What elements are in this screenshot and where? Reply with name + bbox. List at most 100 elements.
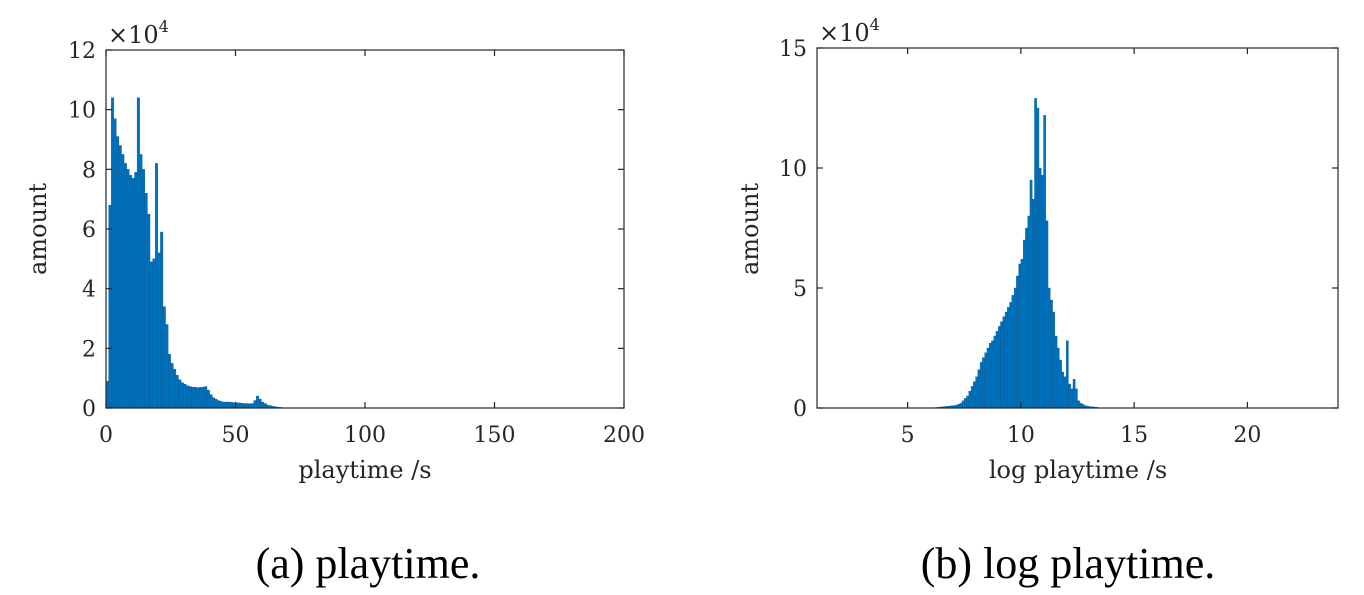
bar: [173, 369, 177, 409]
bars-playtime: [105, 97, 291, 409]
bar: [180, 382, 184, 409]
x-axis-label-log-playtime: log playtime /s: [989, 456, 1167, 484]
bar: [212, 397, 215, 409]
bar: [1052, 311, 1055, 409]
bar: [1029, 179, 1033, 409]
bar: [966, 395, 969, 409]
bar: [204, 386, 208, 409]
bar: [995, 331, 999, 409]
bar: [152, 258, 156, 409]
bar: [991, 340, 994, 409]
bar: [188, 386, 192, 409]
bar: [157, 252, 161, 409]
bar: [1004, 311, 1008, 409]
bar: [243, 403, 247, 409]
bar: [970, 386, 974, 409]
bar: [129, 175, 133, 409]
bar: [113, 118, 117, 409]
bar: [149, 261, 153, 409]
bar: [1002, 316, 1006, 409]
bar: [977, 369, 981, 409]
bar: [1043, 115, 1046, 409]
bar: [224, 401, 228, 409]
bar: [1072, 379, 1076, 409]
histogram-log-playtime: 5 10 15 20 0 5 10 15 ×104 log playtime /s amoun…: [736, 15, 1339, 588]
x-tick-label: 0: [99, 423, 113, 448]
bar: [263, 403, 267, 409]
x-tick-label: 100: [344, 423, 386, 448]
bar: [975, 376, 978, 409]
bar: [1054, 335, 1058, 409]
bar: [121, 154, 125, 409]
bar: [253, 400, 257, 409]
bar: [1061, 371, 1065, 409]
bar: [1041, 175, 1044, 409]
y-tick-label: 2: [82, 337, 96, 362]
y-tick-label: 10: [779, 157, 807, 182]
y-tick-label: 15: [779, 37, 807, 62]
bar: [979, 362, 983, 409]
bar: [1032, 199, 1035, 409]
bar: [1070, 388, 1074, 409]
bar: [256, 395, 259, 409]
x-tick-label: 20: [1233, 423, 1261, 448]
bar: [1066, 340, 1069, 409]
bar: [131, 178, 135, 409]
bar: [1036, 107, 1040, 409]
bar: [1077, 400, 1080, 409]
bar: [168, 354, 171, 409]
bar: [989, 343, 992, 409]
y-multiplier-playtime: ×104: [108, 17, 169, 49]
bar: [959, 403, 963, 409]
bar: [1009, 302, 1012, 409]
bar: [191, 386, 195, 409]
y-tick-label: 0: [82, 397, 96, 422]
y-tick-label: 4: [82, 278, 96, 303]
x-tick-label: 15: [1120, 423, 1148, 448]
bar: [973, 381, 976, 409]
caption-playtime: (a) playtime.: [256, 539, 481, 588]
bar: [178, 379, 182, 409]
bar: [1022, 239, 1026, 409]
bar: [1068, 383, 1071, 409]
bar: [1045, 220, 1049, 409]
bar: [139, 154, 143, 409]
bar: [108, 204, 112, 409]
axes-frame-log-playtime: [816, 47, 1339, 409]
bar: [1056, 347, 1060, 409]
y-multiplier-log-playtime: ×104: [819, 15, 880, 47]
bar: [1018, 263, 1022, 409]
bar: [186, 385, 190, 409]
bar: [1050, 299, 1053, 409]
bar: [175, 375, 179, 409]
bar: [1034, 98, 1037, 409]
axes-frame-playtime: [105, 49, 625, 409]
bar: [118, 145, 122, 409]
bar: [144, 193, 148, 409]
bar: [155, 163, 158, 409]
bar: [1020, 259, 1024, 409]
bar: [1075, 388, 1078, 409]
bar: [199, 387, 202, 409]
bar: [1016, 275, 1019, 409]
bar: [134, 172, 138, 409]
histogram-playtime: 0 50 100 150 200 0 2 4 6 8 10 12 ×104 playtime /s a…: [24, 17, 645, 588]
caption-log-playtime: (b) log playtime.: [921, 539, 1216, 588]
bar: [261, 401, 265, 409]
bar: [214, 398, 218, 409]
bar: [123, 163, 127, 409]
ticks-log-playtime: 5 10 15 20 0 5 10 15: [779, 37, 1338, 448]
x-axis-label-playtime: playtime /s: [298, 456, 431, 484]
bar: [982, 357, 985, 409]
bar: [1079, 403, 1083, 409]
y-tick-label: 10: [68, 99, 96, 124]
x-tick-label: 5: [901, 423, 915, 448]
bar: [219, 401, 223, 409]
bars-log-playtime: [930, 98, 1099, 409]
bar: [986, 347, 990, 409]
bar: [227, 401, 231, 409]
bar: [111, 97, 114, 409]
x-tick-label: 200: [603, 423, 645, 448]
bar: [968, 391, 972, 409]
